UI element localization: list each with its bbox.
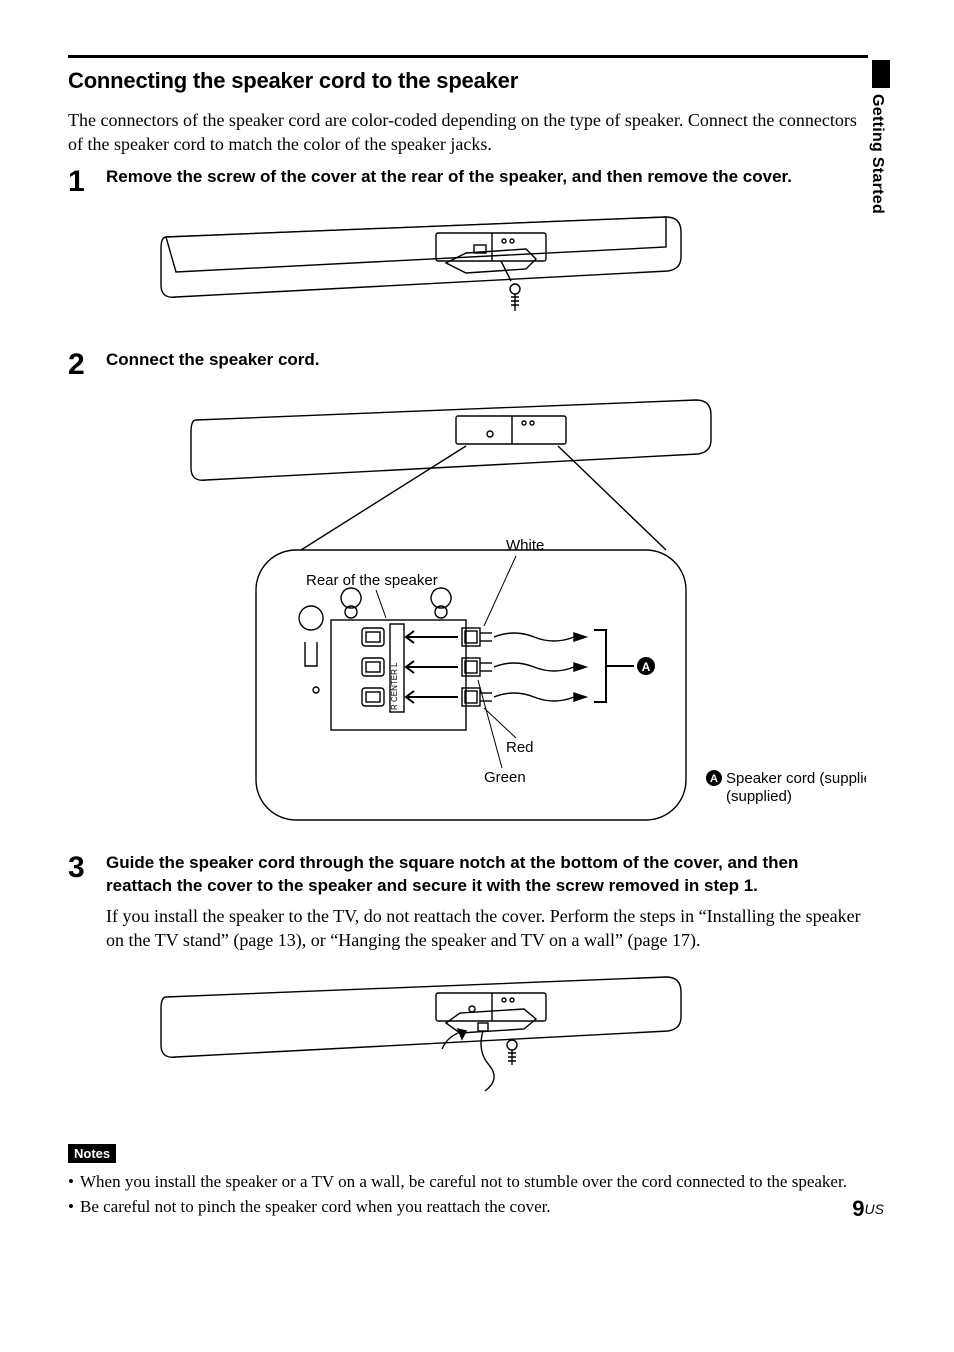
step-number: 2: [68, 348, 106, 380]
label-white: White: [506, 537, 544, 554]
step-3: 3 Guide the speaker cord through the squ…: [68, 851, 868, 953]
top-rule: [68, 55, 868, 58]
figure-step3: [106, 963, 868, 1108]
label-panel: R CENTER L: [390, 661, 399, 709]
note-item: Be careful not to pinch the speaker cord…: [68, 1194, 868, 1220]
page-title: Connecting the speaker cord to the speak…: [68, 68, 868, 94]
marker-a-icon: A: [637, 657, 655, 675]
tab-marker: [872, 60, 890, 88]
step-heading: Guide the speaker cord through the squar…: [106, 851, 868, 899]
label-rear: Rear of the speaker: [306, 572, 438, 589]
notes-label: Notes: [68, 1144, 116, 1163]
legend-marker-icon: A: [706, 770, 722, 786]
step-heading: Connect the speaker cord.: [106, 348, 868, 372]
figure-step1: [106, 207, 868, 342]
figure-step2: White Rear of the speaker R CENTER L A R…: [106, 390, 868, 845]
step-heading: Remove the screw of the cover at the rea…: [106, 165, 868, 189]
svg-text:A: A: [642, 660, 651, 674]
svg-text:A: A: [710, 773, 718, 785]
legend-text: Speaker cord (supplied): [726, 770, 866, 787]
step-1: 1 Remove the screw of the cover at the r…: [68, 165, 868, 197]
legend-text-2: (supplied): [726, 788, 792, 805]
step-paragraph: If you install the speaker to the TV, do…: [106, 904, 868, 953]
notes-list: When you install the speaker or a TV on …: [68, 1169, 868, 1220]
step-number: 3: [68, 851, 106, 883]
label-green: Green: [484, 769, 526, 786]
page-content: Connecting the speaker cord to the speak…: [68, 55, 868, 1220]
step-number: 1: [68, 165, 106, 197]
intro-text: The connectors of the speaker cord are c…: [68, 108, 868, 157]
step-2: 2 Connect the speaker cord.: [68, 348, 868, 380]
page-number: 9US: [852, 1196, 884, 1222]
note-item: When you install the speaker or a TV on …: [68, 1169, 868, 1195]
tab-label: Getting Started: [868, 94, 886, 214]
section-tab: Getting Started: [868, 60, 894, 270]
label-red: Red: [506, 739, 534, 756]
